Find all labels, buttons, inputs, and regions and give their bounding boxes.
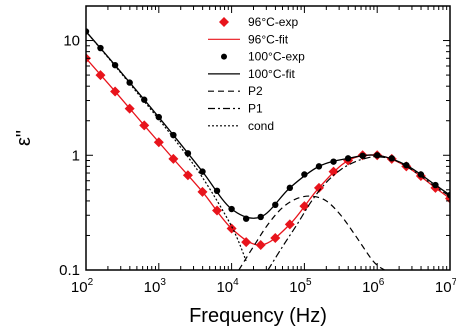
x-axis-title: Frequency (Hz): [189, 305, 327, 327]
series-line: [238, 195, 385, 270]
legend: 96°C-exp 96°C-fit 100°C-exp 100°C-fit P2 P1 co…: [208, 15, 305, 133]
legend-label: 100°C-exp: [248, 50, 305, 64]
legend-label: cond: [248, 119, 274, 133]
y-tick-label: 10: [63, 33, 80, 50]
legend-label: P1: [248, 102, 263, 116]
legend-label: 100°C-fit: [248, 67, 295, 81]
data-point: [301, 171, 308, 178]
series-line: [86, 31, 247, 262]
x-tick-label: 102: [71, 277, 94, 296]
legend-label: P2: [248, 84, 263, 98]
x-tick-label: 107: [435, 277, 456, 296]
series-line: [86, 31, 450, 219]
y-axis-title: ε": [13, 130, 35, 146]
legend-marker: [219, 17, 229, 27]
plot-frame: [85, 5, 451, 271]
legend-label: 96°C-exp: [248, 15, 298, 29]
y-tick-label: 0.1: [59, 262, 80, 279]
x-tick-label: 104: [216, 277, 239, 296]
y-tick-label: 1: [72, 147, 80, 164]
legend-label: 96°C-fit: [248, 32, 289, 46]
data-point: [241, 237, 252, 248]
x-tick-label: 106: [362, 277, 385, 296]
x-tick-label: 103: [144, 277, 167, 296]
series-line: [86, 57, 450, 246]
legend-marker: [221, 53, 227, 60]
x-tick-label: 105: [289, 277, 312, 296]
series-line: [267, 156, 450, 270]
